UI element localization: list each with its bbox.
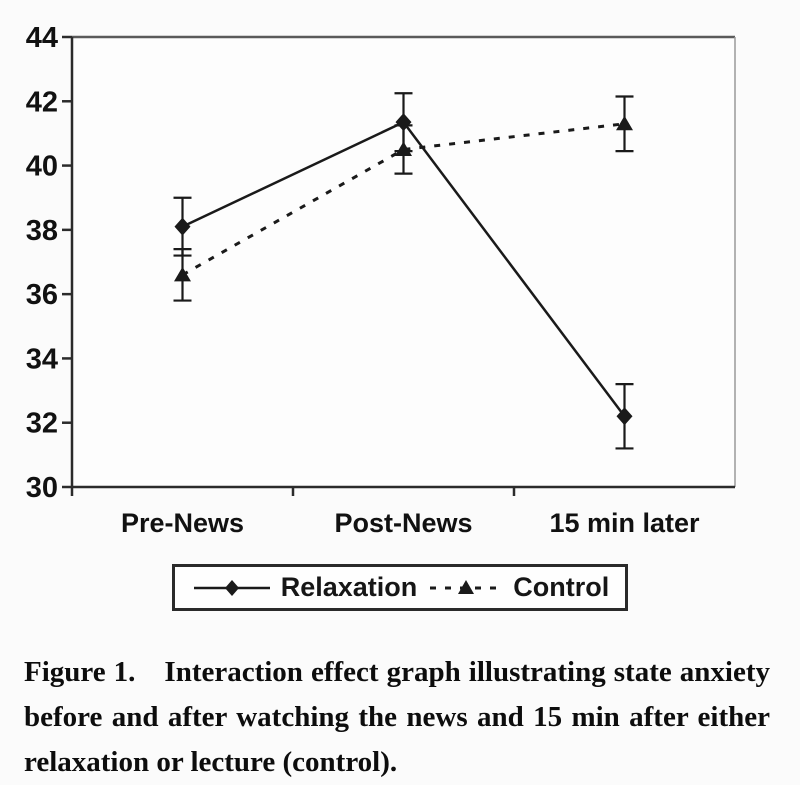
figure-caption: Figure 1. Interaction effect graph illus…	[24, 650, 770, 785]
y-axis-tick-label: 44	[26, 22, 58, 54]
x-axis-category-label: 15 min later	[549, 508, 700, 538]
y-axis-tick-label: 30	[26, 472, 58, 504]
marker-triangle-control	[395, 141, 412, 156]
y-axis-tick-label: 38	[26, 215, 58, 247]
legend-item-relaxation: Relaxation	[191, 572, 418, 603]
marker-diamond-relaxation	[616, 407, 633, 426]
y-axis-tick-label: 34	[26, 343, 58, 375]
caption-line-2: before and after watching the news and 1…	[24, 701, 770, 733]
chart-legend: Relaxation Control	[171, 564, 629, 611]
control-dashed-line-triangle-icon	[430, 579, 503, 594]
legend-wrap: Relaxation Control	[0, 564, 800, 611]
state-anxiety-line-chart: 30 32 34 36 38 40 42 44 Pre-News Post-News 15 min …	[26, 22, 736, 538]
marker-diamond-relaxation	[174, 217, 191, 236]
x-axis-category-label: Pre-News	[121, 508, 244, 538]
legend-label-relaxation: Relaxation	[280, 572, 418, 602]
marker-diamond-relaxation	[395, 113, 412, 132]
y-axis-tick-label: 40	[26, 151, 58, 183]
marker-triangle-control	[174, 266, 191, 282]
caption-line-1: Figure 1. Interaction effect graph illus…	[24, 656, 770, 688]
x-axis-category-label: Post-News	[334, 508, 472, 538]
y-axis-tick-label: 32	[26, 408, 58, 440]
relaxation-solid-line-diamond-icon	[193, 579, 270, 596]
legend-item-control: Control	[427, 572, 609, 603]
marker-triangle-control	[616, 115, 633, 131]
y-axis-tick-label: 36	[26, 279, 58, 311]
y-axis-tick-label: 42	[26, 86, 58, 118]
legend-label-control: Control	[513, 572, 610, 602]
caption-line-3: relaxation or lecture (control).	[24, 746, 398, 778]
